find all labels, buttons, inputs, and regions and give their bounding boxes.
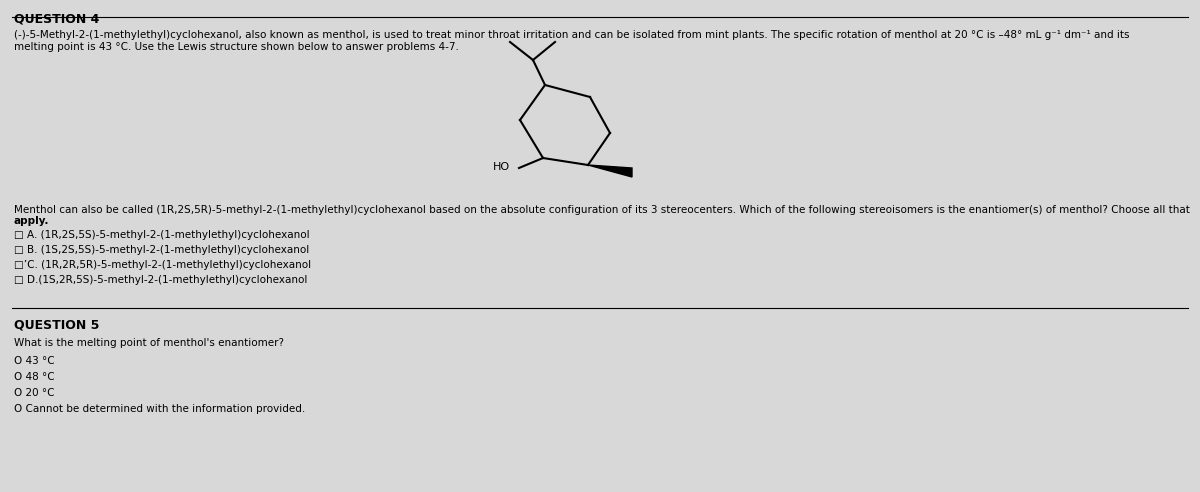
Text: Menthol can also be called (1R,2S,5R)-5-methyl-2-(1-methylethyl)cyclohexanol bas: Menthol can also be called (1R,2S,5R)-5-…	[14, 205, 1190, 215]
Text: □ A. (1R,2S,5S)-5-methyl-2-(1-methylethyl)cyclohexanol: □ A. (1R,2S,5S)-5-methyl-2-(1-methylethy…	[14, 230, 310, 240]
Text: O 48 °C: O 48 °C	[14, 372, 55, 382]
Text: O 20 °C: O 20 °C	[14, 388, 54, 398]
Text: □ D.(1S,2R,5S)-5-methyl-2-(1-methylethyl)cyclohexanol: □ D.(1S,2R,5S)-5-methyl-2-(1-methylethyl…	[14, 275, 307, 285]
Text: QUESTION 4: QUESTION 4	[14, 12, 100, 25]
Text: What is the melting point of menthol's enantiomer?: What is the melting point of menthol's e…	[14, 338, 284, 348]
Text: QUESTION 5: QUESTION 5	[14, 318, 100, 331]
Text: □ B. (1S,2S,5S)-5-methyl-2-(1-methylethyl)cyclohexanol: □ B. (1S,2S,5S)-5-methyl-2-(1-methylethy…	[14, 245, 310, 255]
Text: apply.: apply.	[14, 216, 49, 226]
Text: melting point is 43 °C. Use the Lewis structure shown below to answer problems 4: melting point is 43 °C. Use the Lewis st…	[14, 42, 458, 52]
Text: O Cannot be determined with the information provided.: O Cannot be determined with the informat…	[14, 404, 305, 414]
Text: (-)-5-Methyl-2-(1-methylethyl)cyclohexanol, also known as menthol, is used to tr: (-)-5-Methyl-2-(1-methylethyl)cyclohexan…	[14, 30, 1129, 40]
Text: O 43 °C: O 43 °C	[14, 356, 55, 366]
Text: HO: HO	[493, 162, 510, 172]
Text: □’C. (1R,2R,5R)-5-methyl-2-(1-methylethyl)cyclohexanol: □’C. (1R,2R,5R)-5-methyl-2-(1-methylethy…	[14, 260, 311, 270]
